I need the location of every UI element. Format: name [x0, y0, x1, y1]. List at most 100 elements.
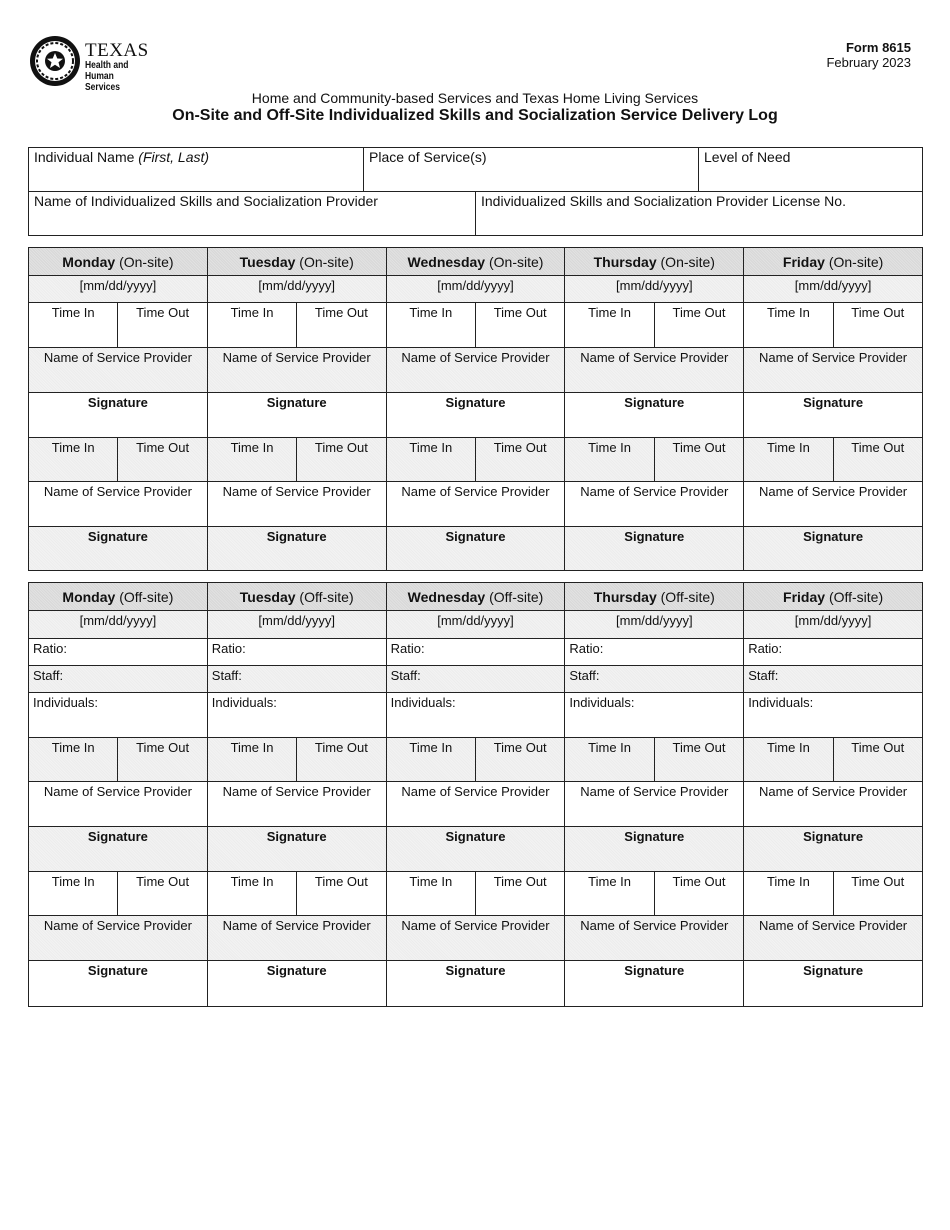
- monday-time-out-field[interactable]: Time Out: [117, 871, 208, 916]
- thursday-time-in-field[interactable]: Time In: [564, 437, 655, 482]
- thursday-signature-field[interactable]: Signature: [564, 392, 745, 438]
- tuesday-date-field[interactable]: [mm/dd/yyyy]: [206, 610, 387, 639]
- level-of-need-field[interactable]: Level of Need: [698, 147, 924, 192]
- thursday-time-in-field[interactable]: Time In: [564, 737, 655, 782]
- friday-signature-field[interactable]: Signature: [743, 826, 923, 872]
- thursday-time-out-field[interactable]: Time Out: [653, 871, 745, 916]
- tuesday-signature-field[interactable]: Signature: [206, 526, 387, 571]
- wednesday-time-in-field[interactable]: Time In: [385, 737, 476, 782]
- friday-provider-field[interactable]: Name of Service Provider: [743, 481, 923, 527]
- tuesday-provider-field[interactable]: Name of Service Provider: [206, 781, 387, 827]
- friday-date-field[interactable]: [mm/dd/yyyy]: [743, 610, 923, 639]
- thursday-time-in-field[interactable]: Time In: [564, 302, 655, 348]
- thursday-signature-field[interactable]: Signature: [564, 526, 745, 571]
- friday-time-in-field[interactable]: Time In: [743, 302, 834, 348]
- tuesday-staff-field[interactable]: Staff:: [206, 665, 387, 693]
- friday-time-out-field[interactable]: Time Out: [832, 871, 923, 916]
- wednesday-time-out-field[interactable]: Time Out: [474, 437, 566, 482]
- monday-signature-field[interactable]: Signature: [28, 826, 208, 872]
- wednesday-time-out-field[interactable]: Time Out: [474, 302, 566, 348]
- wednesday-individuals-field[interactable]: Individuals:: [385, 692, 566, 738]
- wednesday-time-out-field[interactable]: Time Out: [474, 737, 566, 782]
- monday-staff-field[interactable]: Staff:: [28, 665, 208, 693]
- wednesday-ratio-field[interactable]: Ratio:: [385, 638, 566, 666]
- tuesday-signature-field[interactable]: Signature: [206, 826, 387, 872]
- wednesday-signature-field[interactable]: Signature: [385, 826, 566, 872]
- wednesday-provider-field[interactable]: Name of Service Provider: [385, 781, 566, 827]
- tuesday-signature-field[interactable]: Signature: [206, 392, 387, 438]
- tuesday-individuals-field[interactable]: Individuals:: [206, 692, 387, 738]
- monday-signature-field[interactable]: Signature: [28, 960, 208, 1007]
- friday-individuals-field[interactable]: Individuals:: [743, 692, 923, 738]
- individual-name-field[interactable]: Individual Name (First, Last): [28, 147, 364, 192]
- monday-individuals-field[interactable]: Individuals:: [28, 692, 208, 738]
- wednesday-signature-field[interactable]: Signature: [385, 392, 566, 438]
- provider-name-field[interactable]: Name of Individualized Skills and Social…: [28, 191, 476, 236]
- monday-provider-field[interactable]: Name of Service Provider: [28, 781, 208, 827]
- thursday-signature-field[interactable]: Signature: [564, 960, 745, 1007]
- provider-license-field[interactable]: Individualized Skills and Socialization …: [474, 191, 924, 236]
- tuesday-time-out-field[interactable]: Time Out: [296, 302, 387, 348]
- monday-time-in-field[interactable]: Time In: [27, 737, 119, 782]
- wednesday-signature-field[interactable]: Signature: [385, 960, 566, 1007]
- friday-time-in-field[interactable]: Time In: [743, 737, 834, 782]
- thursday-individuals-field[interactable]: Individuals:: [564, 692, 745, 738]
- tuesday-ratio-field[interactable]: Ratio:: [206, 638, 387, 666]
- tuesday-time-in-field[interactable]: Time In: [206, 302, 298, 348]
- wednesday-date-field[interactable]: [mm/dd/yyyy]: [385, 610, 566, 639]
- friday-provider-field[interactable]: Name of Service Provider: [743, 781, 923, 827]
- friday-time-out-field[interactable]: Time Out: [832, 437, 923, 482]
- thursday-staff-field[interactable]: Staff:: [564, 665, 745, 693]
- tuesday-signature-field[interactable]: Signature: [206, 960, 387, 1007]
- tuesday-time-out-field[interactable]: Time Out: [296, 737, 387, 782]
- tuesday-provider-field[interactable]: Name of Service Provider: [206, 481, 387, 527]
- wednesday-time-in-field[interactable]: Time In: [385, 437, 476, 482]
- friday-staff-field[interactable]: Staff:: [743, 665, 923, 693]
- monday-provider-field[interactable]: Name of Service Provider: [28, 347, 208, 393]
- monday-date-field[interactable]: [mm/dd/yyyy]: [28, 275, 208, 303]
- monday-provider-field[interactable]: Name of Service Provider: [28, 915, 208, 961]
- monday-time-in-field[interactable]: Time In: [27, 437, 119, 482]
- monday-time-out-field[interactable]: Time Out: [117, 302, 208, 348]
- tuesday-provider-field[interactable]: Name of Service Provider: [206, 915, 387, 961]
- wednesday-provider-field[interactable]: Name of Service Provider: [385, 347, 566, 393]
- friday-date-field[interactable]: [mm/dd/yyyy]: [743, 275, 923, 303]
- thursday-time-out-field[interactable]: Time Out: [653, 302, 745, 348]
- monday-time-in-field[interactable]: Time In: [27, 302, 119, 348]
- thursday-provider-field[interactable]: Name of Service Provider: [564, 781, 745, 827]
- tuesday-time-in-field[interactable]: Time In: [206, 737, 298, 782]
- friday-time-out-field[interactable]: Time Out: [832, 737, 923, 782]
- monday-provider-field[interactable]: Name of Service Provider: [28, 481, 208, 527]
- wednesday-date-field[interactable]: [mm/dd/yyyy]: [385, 275, 566, 303]
- wednesday-signature-field[interactable]: Signature: [385, 526, 566, 571]
- monday-time-in-field[interactable]: Time In: [27, 871, 119, 916]
- thursday-provider-field[interactable]: Name of Service Provider: [564, 347, 745, 393]
- thursday-provider-field[interactable]: Name of Service Provider: [564, 481, 745, 527]
- tuesday-provider-field[interactable]: Name of Service Provider: [206, 347, 387, 393]
- friday-signature-field[interactable]: Signature: [743, 960, 923, 1007]
- friday-time-out-field[interactable]: Time Out: [832, 302, 923, 348]
- monday-time-out-field[interactable]: Time Out: [117, 437, 208, 482]
- wednesday-time-out-field[interactable]: Time Out: [474, 871, 566, 916]
- friday-provider-field[interactable]: Name of Service Provider: [743, 915, 923, 961]
- thursday-time-out-field[interactable]: Time Out: [653, 737, 745, 782]
- monday-signature-field[interactable]: Signature: [28, 526, 208, 571]
- friday-ratio-field[interactable]: Ratio:: [743, 638, 923, 666]
- monday-date-field[interactable]: [mm/dd/yyyy]: [28, 610, 208, 639]
- tuesday-time-out-field[interactable]: Time Out: [296, 871, 387, 916]
- thursday-date-field[interactable]: [mm/dd/yyyy]: [564, 610, 745, 639]
- thursday-date-field[interactable]: [mm/dd/yyyy]: [564, 275, 745, 303]
- friday-time-in-field[interactable]: Time In: [743, 871, 834, 916]
- thursday-signature-field[interactable]: Signature: [564, 826, 745, 872]
- monday-signature-field[interactable]: Signature: [28, 392, 208, 438]
- thursday-ratio-field[interactable]: Ratio:: [564, 638, 745, 666]
- wednesday-staff-field[interactable]: Staff:: [385, 665, 566, 693]
- tuesday-time-out-field[interactable]: Time Out: [296, 437, 387, 482]
- wednesday-time-in-field[interactable]: Time In: [385, 871, 476, 916]
- wednesday-provider-field[interactable]: Name of Service Provider: [385, 915, 566, 961]
- friday-signature-field[interactable]: Signature: [743, 526, 923, 571]
- wednesday-provider-field[interactable]: Name of Service Provider: [385, 481, 566, 527]
- tuesday-time-in-field[interactable]: Time In: [206, 871, 298, 916]
- wednesday-time-in-field[interactable]: Time In: [385, 302, 476, 348]
- tuesday-date-field[interactable]: [mm/dd/yyyy]: [206, 275, 387, 303]
